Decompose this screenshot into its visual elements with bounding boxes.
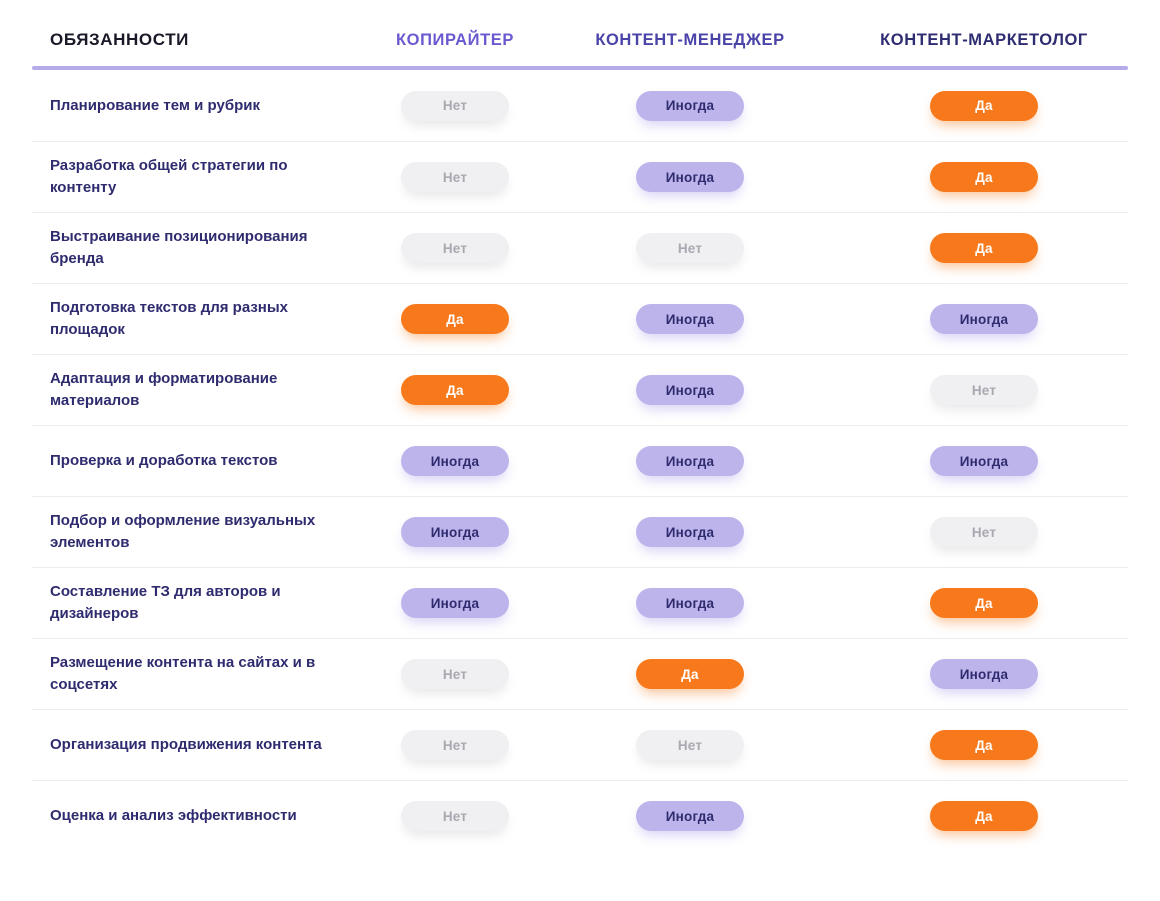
column-header-content-marketer: КОНТЕНТ-МАРКЕТОЛОГ <box>880 30 1088 49</box>
duty-label: Подготовка текстов для разных площадок <box>50 299 289 338</box>
table-row: Подбор и оформление визуальных элементов… <box>32 496 1128 567</box>
status-badge: Да <box>930 90 1038 121</box>
duty-label: Составление ТЗ для авторов и дизайнеров <box>50 583 281 622</box>
status-badge: Да <box>401 375 509 405</box>
table-row: Адаптация и форматирование материалов Да… <box>32 354 1128 425</box>
status-badge: Да <box>930 801 1038 831</box>
table-body: Планирование тем и рубрик Нет Иногда Да … <box>32 70 1128 851</box>
status-badge: Иногда <box>930 446 1038 476</box>
status-badge: Да <box>930 162 1038 192</box>
table-row: Планирование тем и рубрик Нет Иногда Да <box>32 70 1128 141</box>
status-badge: Да <box>930 588 1038 618</box>
comparison-table: ОБЯЗАННОСТИ КОПИРАЙТЕР КОНТЕНТ-МЕНЕДЖЕР … <box>32 0 1128 851</box>
status-badge: Нет <box>636 730 744 760</box>
status-badge: Нет <box>401 801 509 831</box>
column-header-copywriter: КОПИРАЙТЕР <box>395 30 515 49</box>
status-badge: Нет <box>930 517 1038 547</box>
status-badge: Иногда <box>401 517 509 547</box>
status-badge: Да <box>636 659 744 689</box>
table-row: Размещение контента на сайтах и в соцсет… <box>32 638 1128 709</box>
status-badge: Нет <box>401 730 509 760</box>
status-badge: Иногда <box>636 304 744 334</box>
header-divider <box>32 66 1128 70</box>
status-badge: Нет <box>401 659 509 689</box>
column-header-duties: ОБЯЗАННОСТИ <box>50 30 189 49</box>
duty-label: Размещение контента на сайтах и в соцсет… <box>50 654 316 693</box>
status-badge: Иногда <box>401 446 509 476</box>
table-row: Разработка общей стратегии по контенту Н… <box>32 141 1128 212</box>
table-row: Подготовка текстов для разных площадок Д… <box>32 283 1128 354</box>
table-row: Организация продвижения контента Нет Нет… <box>32 709 1128 780</box>
table-row: Составление ТЗ для авторов и дизайнеров … <box>32 567 1128 638</box>
status-badge: Иногда <box>636 517 744 547</box>
status-badge: Нет <box>401 162 509 192</box>
status-badge: Иногда <box>401 588 509 618</box>
status-badge: Иногда <box>636 162 744 192</box>
status-badge: Иногда <box>636 801 744 831</box>
status-badge: Иногда <box>636 446 744 476</box>
status-badge: Иногда <box>636 375 744 405</box>
status-badge: Иногда <box>930 659 1038 689</box>
status-badge: Нет <box>401 90 509 121</box>
duty-label: Организация продвижения контента <box>50 736 322 753</box>
duty-label: Оценка и анализ эффективности <box>50 807 297 824</box>
status-badge: Да <box>930 730 1038 760</box>
status-badge: Иногда <box>636 90 744 121</box>
table-row: Оценка и анализ эффективности Нет Иногда… <box>32 780 1128 851</box>
status-badge: Нет <box>636 233 744 263</box>
column-header-content-manager: КОНТЕНТ-МЕНЕДЖЕР <box>595 30 785 49</box>
table-header-row: ОБЯЗАННОСТИ КОПИРАЙТЕР КОНТЕНТ-МЕНЕДЖЕР … <box>32 22 1128 66</box>
status-badge: Нет <box>930 375 1038 405</box>
duty-label: Подбор и оформление визуальных элементов <box>50 512 316 551</box>
status-badge: Да <box>930 233 1038 263</box>
duty-label: Проверка и доработка текстов <box>50 452 278 469</box>
table-row: Выстраивание позиционирования бренда Нет… <box>32 212 1128 283</box>
duty-label: Адаптация и форматирование материалов <box>50 370 278 409</box>
duty-label: Планирование тем и рубрик <box>50 96 261 114</box>
status-badge: Нет <box>401 233 509 263</box>
status-badge: Да <box>401 304 509 334</box>
duty-label: Выстраивание позиционирования бренда <box>50 228 308 267</box>
status-badge: Иногда <box>636 588 744 618</box>
status-badge: Иногда <box>930 304 1038 334</box>
duty-label: Разработка общей стратегии по контенту <box>50 157 288 196</box>
table-row: Проверка и доработка текстов Иногда Иног… <box>32 425 1128 496</box>
